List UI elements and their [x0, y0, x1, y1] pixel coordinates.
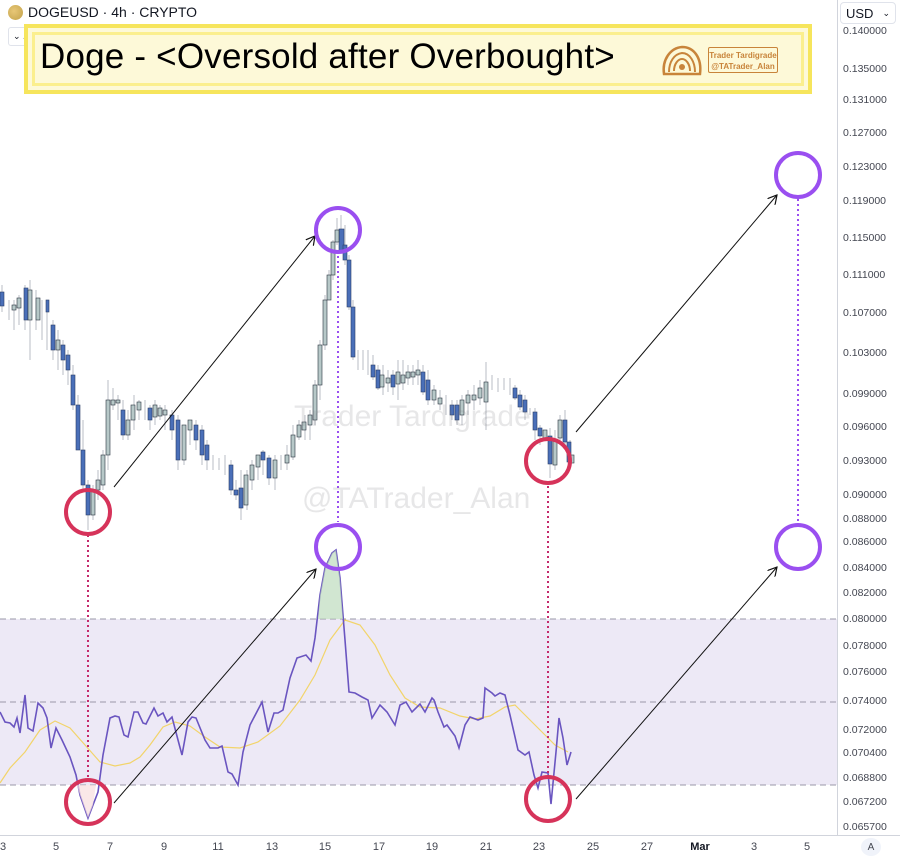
price-tick-label: 0.088000 — [843, 513, 887, 525]
logo-line-1: Trader Tardigrade — [709, 51, 777, 60]
symbol-title: DOGEUSD · 4h · CRYPTO — [28, 4, 198, 20]
price-tick-label: 0.140000 — [843, 25, 887, 37]
banner-title: Doge - <Oversold after Overbought> — [40, 37, 615, 76]
time-tick-label: 15 — [318, 841, 332, 853]
time-tick-label: 27 — [640, 841, 654, 853]
price-tick-label: 0.131000 — [843, 94, 887, 106]
time-tick-label: 23 — [532, 841, 546, 853]
price-tick-label: 0.115000 — [843, 232, 887, 244]
price-tick-label: 0.070400 — [843, 747, 887, 759]
logo-text-box: Trader Tardigrade @TATrader_Alan — [708, 47, 778, 73]
price-tick-label: 0.068800 — [843, 772, 887, 784]
overbought-circle — [314, 206, 362, 254]
price-tick-label: 0.093000 — [843, 455, 887, 467]
watermark-name: Trader Tardigrade — [294, 400, 531, 433]
time-tick-label: 21 — [479, 841, 493, 853]
price-tick-label: 0.086000 — [843, 536, 887, 548]
oversold-circle — [524, 775, 572, 823]
auto-scale-label: A — [867, 841, 875, 853]
time-tick-label: 9 — [160, 841, 168, 853]
trend-arrow — [113, 236, 315, 488]
price-tick-label: 0.074000 — [843, 695, 887, 707]
time-axis[interactable] — [0, 835, 900, 859]
price-tick-label: 0.072000 — [843, 724, 887, 736]
price-tick-label: 0.135000 — [843, 63, 887, 75]
target-circle — [774, 151, 822, 199]
target-circle — [774, 523, 822, 571]
banner-inner-border — [32, 32, 804, 86]
price-tick-label: 0.099000 — [843, 388, 887, 400]
currency-label: USD — [846, 5, 874, 21]
rsi-ma-line — [0, 619, 569, 784]
price-tick-label: 0.067200 — [843, 796, 887, 808]
doge-coin-icon — [8, 4, 23, 20]
chevron-down-icon: ⌄ — [13, 31, 21, 41]
price-tick-label: 0.080000 — [843, 613, 887, 625]
time-tick-label: 19 — [425, 841, 439, 853]
time-tick-label: 5 — [52, 841, 60, 853]
price-tick-label: 0.119000 — [843, 195, 887, 207]
price-tick-label: 0.065700 — [843, 821, 887, 833]
price-tick-label: 0.103000 — [843, 347, 887, 359]
price-tick-label: 0.123000 — [843, 161, 887, 173]
time-tick-label: 5 — [803, 841, 811, 853]
overbought-circle — [314, 523, 362, 571]
price-tick-label: 0.078000 — [843, 640, 887, 652]
price-tick-label: 0.084000 — [843, 562, 887, 574]
auto-scale-button[interactable]: A — [861, 838, 881, 856]
currency-select[interactable]: USD ⌄ — [840, 2, 896, 24]
price-axis[interactable] — [837, 0, 900, 835]
logo-line-2: @TATrader_Alan — [711, 62, 775, 71]
time-tick-label: 13 — [265, 841, 279, 853]
oversold-circle — [64, 488, 112, 536]
time-tick-label: 7 — [106, 841, 114, 853]
price-tick-label: 0.082000 — [843, 587, 887, 599]
time-tick-label: 3 — [750, 841, 758, 853]
price-tick-label: 0.127000 — [843, 127, 887, 139]
time-tick-label: 11 — [212, 841, 224, 853]
oversold-circle — [524, 437, 572, 485]
time-tick-label: Mar — [690, 841, 710, 853]
symbol-header[interactable]: DOGEUSD · 4h · CRYPTO — [0, 0, 197, 24]
chart-canvas[interactable] — [0, 0, 837, 835]
tardigrade-logo-icon — [662, 45, 702, 76]
price-tick-label: 0.090000 — [843, 489, 887, 501]
rsi-oversold-fill — [77, 785, 96, 818]
projection-arrow — [575, 195, 777, 433]
chevron-down-icon: ⌄ — [882, 7, 890, 18]
oversold-circle — [64, 778, 112, 826]
price-tick-label: 0.111000 — [843, 269, 886, 281]
projection-arrow — [575, 567, 777, 800]
price-tick-label: 0.107000 — [843, 307, 887, 319]
time-tick-label: 3 — [0, 841, 7, 853]
price-tick-label: 0.096000 — [843, 421, 887, 433]
time-tick-label: 25 — [586, 841, 600, 853]
price-tick-label: 0.076000 — [843, 666, 887, 678]
candlesticks — [0, 215, 575, 530]
watermark-handle: @TATrader_Alan — [302, 482, 531, 515]
trend-arrow — [113, 569, 316, 804]
title-banner: Doge - <Oversold after Overbought> Trade… — [24, 24, 812, 94]
time-tick-label: 17 — [372, 841, 386, 853]
